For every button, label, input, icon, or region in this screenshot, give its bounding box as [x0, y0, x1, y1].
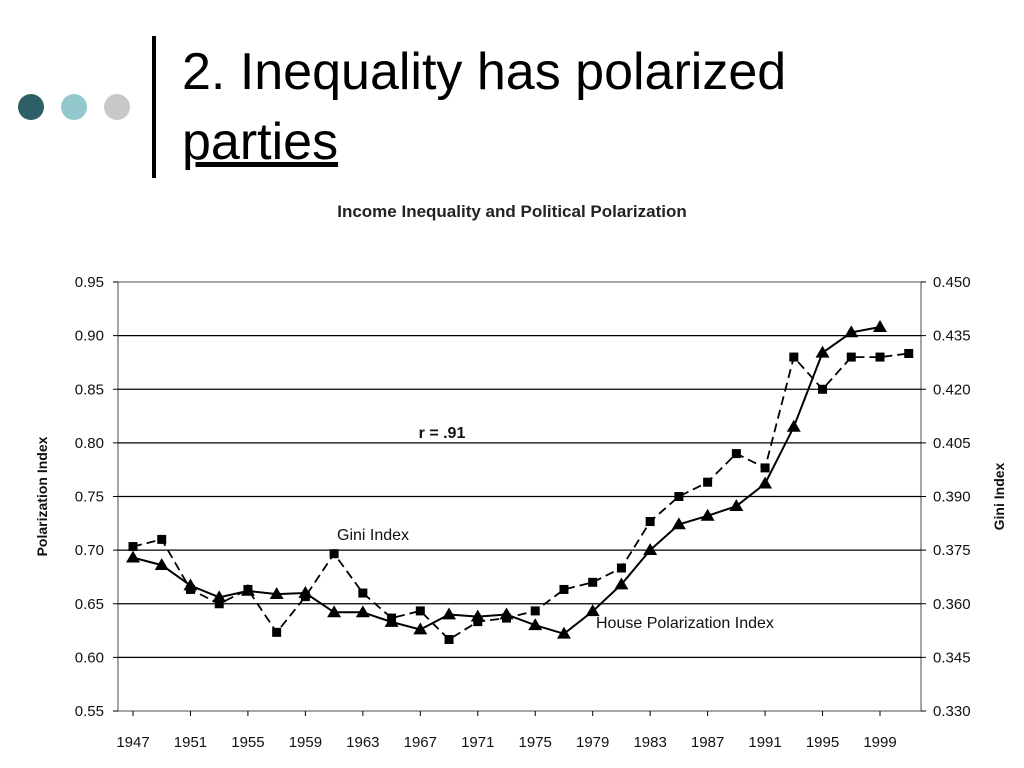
house-polarization-point — [528, 618, 543, 631]
gini-index-point — [243, 584, 253, 594]
gini-index-point — [502, 613, 511, 623]
y2-tick-label: 0.450 — [933, 274, 971, 291]
house-polarization-point — [154, 558, 169, 571]
gini-index-point — [272, 627, 282, 637]
y2-tick-label: 0.420 — [933, 381, 971, 398]
y2-tick-label: 0.435 — [933, 328, 971, 345]
gini-index-point — [703, 477, 713, 487]
y-tick-label: 0.55 — [75, 703, 104, 720]
house-polarization-point — [126, 550, 140, 563]
x-tick-label: 1959 — [289, 734, 322, 751]
house-polarization-point — [556, 626, 571, 639]
gini-index-point — [674, 492, 684, 501]
y2-axis-title: Gini Index — [991, 462, 1007, 530]
y-tick-label: 0.80 — [75, 435, 104, 452]
x-tick-label: 1971 — [461, 734, 494, 751]
gini-index-point — [588, 577, 598, 587]
house-polarization-point — [786, 419, 801, 432]
gini-index-point — [789, 352, 799, 362]
house-series-label: House Polarization Index — [596, 615, 774, 632]
house-polarization-point — [729, 499, 744, 512]
gini-index-point — [473, 617, 483, 627]
house-polarization-point — [671, 517, 686, 530]
y-tick-label: 0.60 — [75, 649, 104, 666]
gini-series-label: Gini Index — [337, 527, 409, 544]
gini-index-point — [846, 352, 856, 362]
x-tick-label: 1951 — [174, 734, 207, 751]
gini-index-point — [157, 534, 167, 544]
house-polarization-point — [442, 607, 457, 620]
gini-index-point — [875, 352, 885, 362]
house-polarization-point — [413, 622, 428, 635]
bullet-dot-3 — [104, 94, 130, 120]
y-tick-label: 0.95 — [75, 274, 104, 291]
title-divider — [152, 36, 156, 178]
house-polarization-point — [585, 604, 600, 617]
bullet-dot-1 — [18, 94, 44, 120]
gini-index-point — [645, 517, 655, 527]
house-polarization-point — [355, 605, 370, 618]
gini-index-point — [358, 588, 368, 598]
x-tick-label: 1995 — [806, 734, 839, 751]
gini-index-point — [559, 584, 569, 594]
x-tick-label: 1975 — [519, 734, 552, 751]
house-polarization-point — [269, 587, 284, 599]
house-polarization-point — [643, 543, 658, 556]
x-tick-label: 1955 — [231, 734, 264, 751]
chart-title: Income Inequality and Political Polariza… — [337, 202, 687, 221]
y2-tick-label: 0.330 — [933, 703, 971, 720]
gini-index-point — [616, 563, 626, 573]
gini-index-point — [444, 635, 454, 644]
x-tick-label: 1991 — [748, 734, 781, 751]
gini-index-point — [760, 463, 770, 473]
slide-title: 2. Inequality has polarized — [182, 43, 787, 101]
y-tick-label: 0.70 — [75, 542, 104, 559]
house-polarization-point — [844, 325, 859, 338]
slide-title-underlined: parties — [182, 113, 339, 171]
y-axis-title: Polarization Index — [34, 436, 50, 556]
y2-tick-label: 0.345 — [933, 649, 971, 666]
correlation-label: r = .91 — [419, 425, 466, 442]
x-tick-label: 1947 — [116, 734, 149, 751]
x-tick-label: 1979 — [576, 734, 609, 751]
gini-index-point — [185, 584, 195, 594]
y2-tick-label: 0.405 — [933, 435, 971, 452]
x-tick-label: 1967 — [404, 734, 437, 751]
house-polarization-point — [327, 605, 342, 618]
house-polarization-point — [700, 508, 715, 521]
gini-index-point — [415, 606, 425, 616]
house-polarization-point — [614, 577, 629, 590]
x-tick-label: 1983 — [633, 734, 666, 751]
gini-index-point — [214, 599, 224, 609]
gini-index-point — [904, 349, 914, 358]
house-polarization-point — [873, 320, 887, 332]
house-polarization-point — [212, 590, 227, 603]
house-polarization-point — [815, 345, 830, 358]
x-tick-label: 1963 — [346, 734, 379, 751]
y2-tick-label: 0.360 — [933, 596, 971, 613]
y-tick-label: 0.90 — [75, 328, 104, 345]
gini-index-point — [530, 606, 540, 616]
gini-index-line — [132, 352, 909, 641]
y2-tick-label: 0.390 — [933, 489, 971, 506]
house-polarization-point — [758, 476, 773, 489]
gini-index-point — [387, 613, 397, 623]
y-tick-label: 0.65 — [75, 596, 104, 613]
y-tick-label: 0.85 — [75, 381, 104, 398]
gini-index-point — [731, 449, 741, 459]
y2-tick-label: 0.375 — [933, 542, 971, 559]
gini-index-point — [329, 549, 339, 559]
gini-index-point — [818, 384, 828, 394]
y-tick-label: 0.75 — [75, 489, 104, 506]
x-tick-label: 1987 — [691, 734, 724, 751]
gini-index-point — [300, 592, 310, 602]
gini-index-point — [128, 542, 138, 552]
bullet-dot-2 — [61, 94, 87, 120]
x-tick-label: 1999 — [863, 734, 896, 751]
